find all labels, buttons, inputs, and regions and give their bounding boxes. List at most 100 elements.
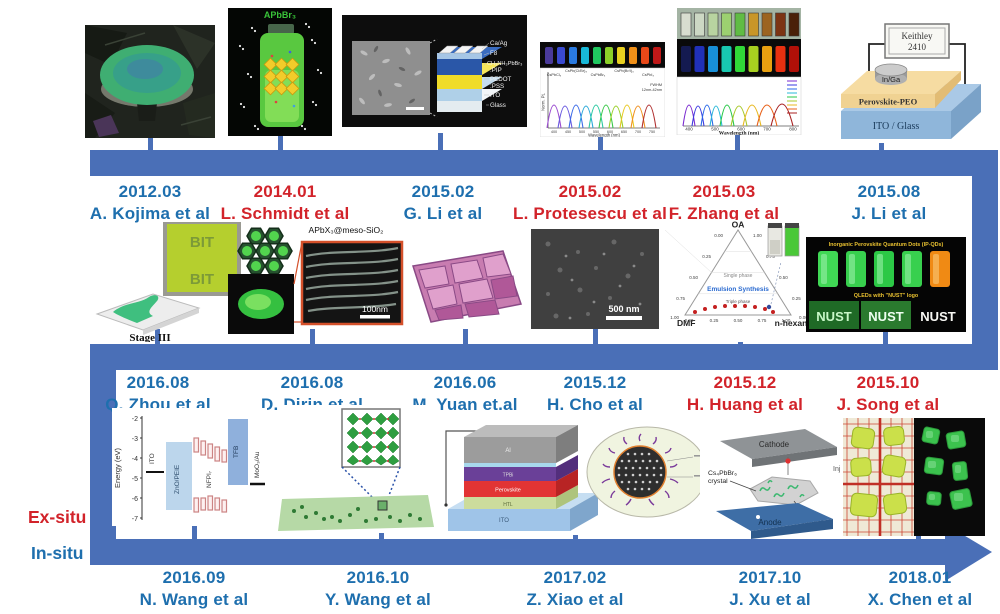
thumb-song-nust: Inorganic Perovskite Quantum Dots (IP-QD… (806, 237, 966, 332)
svg-text:ITO: ITO (490, 92, 500, 99)
svg-text:ITO: ITO (149, 453, 156, 464)
svg-text:CsPbI₃: CsPbI₃ (642, 73, 654, 77)
svg-text:0.25: 0.25 (710, 318, 719, 323)
svg-text:CsPb(Br/I)₃: CsPb(Br/I)₃ (614, 69, 634, 73)
timeline-entry-chen: 2018.01 X. Chen et al (830, 567, 1000, 611)
svg-text:500: 500 (579, 130, 585, 134)
vial-title: APbBr₃ (264, 10, 296, 20)
svg-text:CsPbCl₃: CsPbCl₃ (547, 73, 562, 77)
entry-author: J. Li et al (851, 203, 927, 223)
svg-text:Emulsion Synthesis: Emulsion Synthesis (707, 286, 769, 293)
svg-text:700: 700 (635, 130, 641, 134)
svg-text:F8: F8 (490, 50, 498, 57)
thumb-dirin-composite: APbX₃@meso-SiO₂ 100nm (228, 222, 423, 344)
timeline-entry-jli: 2015.08 J. Li et al (799, 181, 979, 225)
svg-text:Wavelength (nm): Wavelength (nm) (719, 130, 760, 136)
timeline-entry-schmidt: 2014.01 L. Schmidt et al (195, 181, 375, 225)
timeline-entry-xiao: 2017.02 Z. Xiao et al (485, 567, 665, 611)
svg-text:1.00: 1.00 (782, 318, 791, 323)
svg-text:BIT: BIT (190, 271, 214, 288)
svg-text:2410: 2410 (908, 42, 927, 52)
svg-text:NUST: NUST (920, 309, 955, 324)
svg-text:400: 400 (551, 130, 557, 134)
entry-date: 2016.08 (280, 373, 344, 392)
svg-text:0.00: 0.00 (685, 318, 694, 323)
thumb-chen-crystals (843, 418, 985, 536)
svg-text:500 nm: 500 nm (608, 304, 639, 314)
entry-date: 2017.10 (738, 568, 802, 587)
svg-text:ITO: ITO (499, 518, 509, 524)
timeline-entry-huang: 2015.12 H. Huang et al (655, 372, 835, 416)
svg-text:Perovskite: Perovskite (495, 488, 521, 494)
svg-text:600: 600 (607, 130, 613, 134)
svg-text:Ca/Ag: Ca/Ag (490, 40, 508, 47)
svg-text:Triple phase: Triple phase (726, 299, 751, 304)
entry-author: A. Kojima et al (89, 203, 211, 223)
svg-text:1.00: 1.00 (753, 233, 762, 238)
svg-text:Energy (eV): Energy (eV) (113, 447, 122, 488)
svg-text:Al: Al (505, 448, 510, 454)
svg-text:0.50: 0.50 (779, 275, 788, 280)
svg-text::PIP: :PIP (490, 67, 502, 74)
entry-author: H. Huang et al (686, 394, 804, 414)
entry-date: 2012.03 (118, 182, 182, 201)
svg-text:0.00: 0.00 (714, 233, 723, 238)
svg-text:0.50: 0.50 (734, 318, 743, 323)
entry-date: 2016.09 (162, 568, 226, 587)
entry-author: J. Xu et al (729, 589, 811, 609)
entry-author: F. Zhang et al (668, 203, 780, 223)
svg-text:600: 600 (737, 127, 745, 132)
svg-text:0.00: 0.00 (799, 315, 808, 320)
svg-text:650: 650 (621, 130, 627, 134)
entry-date: 2014.01 (253, 182, 317, 201)
thumb-protesescu-spectra: CsPbCl₃ CsPb(Cl/Br)₃ CsPbBr₃ CsPb(Br/I)₃… (540, 42, 665, 137)
svg-text:1.00: 1.00 (670, 315, 679, 320)
entry-author: H. Cho et al (547, 394, 643, 414)
entry-date: 2015.12 (563, 373, 627, 392)
svg-text:100nm: 100nm (362, 304, 388, 314)
svg-text:Stage III: Stage III (129, 332, 170, 342)
svg-text:NUST: NUST (816, 309, 851, 324)
entry-date: 2016.08 (126, 373, 190, 392)
svg-text:500: 500 (711, 127, 719, 132)
svg-text:APbX₃@meso-SiO₂: APbX₃@meso-SiO₂ (309, 225, 384, 235)
entry-date: 2017.02 (543, 568, 607, 587)
thumb-gli-device: Ca/Ag F8 CH₃NH₃PbBr₃ :PIP PEDOT :PSS ITO… (342, 15, 527, 127)
svg-text:ZnO/PEIE: ZnO/PEIE (174, 464, 181, 494)
svg-text:NFPI₇: NFPI₇ (206, 471, 213, 488)
svg-text:-4: -4 (132, 456, 138, 463)
svg-text:Perovskite-PEO: Perovskite-PEO (859, 97, 918, 107)
entry-author: Z. Xiao et al (526, 589, 624, 609)
svg-text:CsPbBr₃: CsPbBr₃ (591, 73, 606, 77)
thumb-ywang-film (278, 405, 438, 533)
timeline-entry-xu: 2017.10 J. Xu et al (680, 567, 860, 611)
svg-text:Wavelength (nm): Wavelength (nm) (588, 133, 620, 138)
svg-text:-3: -3 (132, 436, 138, 443)
timeline-entry-ywang: 2016.10 Y. Wang et al (288, 567, 468, 611)
entry-author: M. Yuan et.al (412, 394, 518, 414)
svg-text:CsPb(Cl/Br)₃: CsPb(Cl/Br)₃ (565, 69, 587, 73)
svg-text:DMF: DMF (677, 318, 695, 328)
svg-text:700: 700 (763, 127, 771, 132)
svg-text:Anode: Anode (758, 518, 782, 527)
thumb-zhang-vials: 400 500 600 700 800 Wavelength (nm) (675, 8, 803, 135)
thumb-xiao-nanocrystal-inset (585, 425, 710, 520)
svg-text:0.75: 0.75 (758, 318, 767, 323)
timeline-entry-protesescu: 2015.02 L. Protesescu et al (500, 181, 680, 225)
svg-text:Single phase: Single phase (724, 273, 753, 279)
svg-text:ITO / Glass: ITO / Glass (873, 121, 920, 132)
svg-text:PEDOT: PEDOT (490, 76, 512, 83)
svg-text:750: 750 (649, 130, 655, 134)
svg-text:0.75: 0.75 (766, 254, 775, 259)
svg-text:Keithley: Keithley (902, 31, 933, 41)
svg-text:800: 800 (789, 127, 797, 132)
entry-date: 2018.01 (888, 568, 952, 587)
arrow-head-icon (945, 524, 992, 581)
timeline-entry-song: 2015.10 J. Song et al (798, 372, 978, 416)
svg-text:OA: OA (732, 220, 745, 230)
svg-text:QLEDs with "NUST" logo: QLEDs with "NUST" logo (854, 293, 919, 299)
svg-text:-7: -7 (132, 516, 138, 523)
entry-date: 2016.10 (346, 568, 410, 587)
svg-text:-5: -5 (132, 476, 138, 483)
svg-text:MoO₃/Au: MoO₃/Au (254, 451, 261, 478)
